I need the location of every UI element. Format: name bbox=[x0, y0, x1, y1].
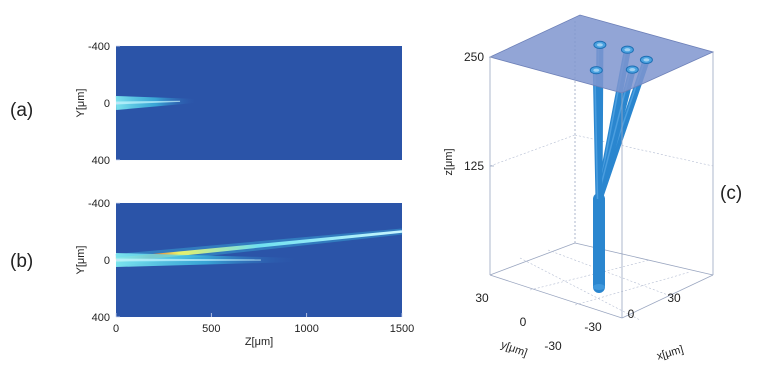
x-tick-label: 1000 bbox=[294, 323, 318, 335]
top-plane bbox=[488, 14, 715, 94]
y-tick-label: -400 bbox=[88, 198, 110, 210]
waveguide-cap-inner-4 bbox=[593, 68, 600, 72]
y-tick-label: 30 bbox=[475, 291, 489, 305]
waveguide-stem-base bbox=[593, 284, 605, 290]
y-tick-label: 0 bbox=[104, 255, 110, 267]
box-edge-back-bottom bbox=[489, 242, 576, 276]
y-tick-label: 0 bbox=[104, 98, 110, 110]
grid-floor-3 bbox=[519, 257, 641, 321]
x-tick-label: -30 bbox=[584, 320, 602, 334]
waveguide-branch-4 bbox=[592, 66, 603, 203]
box-edge-front-bottom-right bbox=[621, 274, 714, 319]
waveguide-cap-inner-1 bbox=[624, 48, 631, 52]
y-axis-label: y[μm] bbox=[499, 339, 529, 360]
y-tick-label: 400 bbox=[92, 312, 110, 324]
y-tick-label: -400 bbox=[88, 41, 110, 53]
panel-label-a: (a) bbox=[10, 100, 33, 121]
z-ticks: 250 125 bbox=[464, 50, 494, 173]
heatmap-b-y-ticks: -400 0 400 bbox=[88, 198, 120, 324]
heatmap-b-y-axis-label: Y[μm] bbox=[75, 246, 87, 275]
beam-a-0 bbox=[115, 96, 197, 110]
z-axis-label: z[μm] bbox=[443, 148, 455, 175]
heatmap-b-x-axis-label: Z[μm] bbox=[245, 336, 273, 348]
x-tick-label: 500 bbox=[202, 323, 220, 335]
panel-label-c: (c) bbox=[720, 183, 742, 204]
waveguide-cap-inner-2 bbox=[643, 58, 650, 62]
waveguide-cap-inner-3 bbox=[629, 68, 636, 72]
beam-halo bbox=[115, 96, 197, 110]
heatmap-b-beams bbox=[115, 228, 403, 267]
waveguide-branch-highlight-4 bbox=[594, 70, 599, 200]
heatmap-a-y-ticks: -400 0 400 bbox=[88, 41, 120, 167]
waveguide-cap-inner-0 bbox=[596, 43, 603, 47]
box-front-edges bbox=[489, 93, 714, 319]
y-tick-label: 400 bbox=[92, 155, 110, 167]
y-tick-label: -30 bbox=[544, 339, 562, 353]
heatmap-a-beams bbox=[115, 96, 197, 110]
panel-label-b: (b) bbox=[10, 251, 33, 272]
beam-b-1 bbox=[116, 253, 298, 267]
box-grid-lines bbox=[489, 134, 714, 321]
waveguide-caps bbox=[589, 40, 653, 75]
heatmap-a-y-axis-label: Y[μm] bbox=[75, 89, 87, 118]
x-tick-label: 1500 bbox=[390, 323, 414, 335]
grid-floor-4 bbox=[547, 249, 677, 299]
x-tick-label: 0 bbox=[628, 307, 635, 321]
grid-z-mid-right bbox=[574, 134, 714, 167]
beam-core bbox=[115, 100, 181, 105]
y-tick-label: 0 bbox=[520, 315, 527, 329]
beam-core bbox=[116, 258, 261, 262]
z-tick-label: 125 bbox=[464, 159, 484, 173]
x-tick-label: 30 bbox=[667, 291, 681, 305]
x-tick-label: 0 bbox=[113, 323, 119, 335]
grid-floor-1 bbox=[529, 259, 651, 291]
heatmap-b-x-ticks: 0 500 1000 1500 bbox=[113, 313, 414, 335]
beam-core bbox=[115, 230, 403, 263]
panel-a: -400 0 400 Y[μm] bbox=[75, 41, 402, 167]
z-tick-label: 250 bbox=[464, 50, 484, 64]
grid-z-mid-left bbox=[489, 134, 576, 167]
x-axis-label: x[μm] bbox=[655, 344, 684, 363]
box-edge-front-bottom-left bbox=[489, 274, 623, 319]
y-ticks: 30 0 -30 bbox=[475, 291, 562, 353]
panel-c: 250 125 -30 0 30 30 0 -30 z[μm] x[μm] y[μm] bbox=[443, 14, 715, 363]
x-ticks: -30 0 30 bbox=[584, 291, 681, 334]
